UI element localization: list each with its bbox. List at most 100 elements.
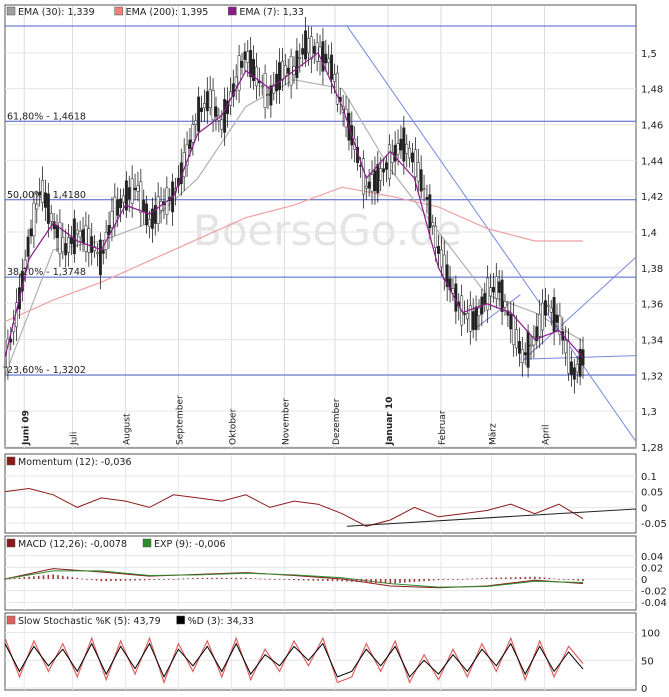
candle-body	[72, 218, 76, 255]
indicator-tick-label: 0	[641, 684, 647, 695]
candle-body	[570, 361, 573, 375]
macd-histogram-bar	[384, 579, 387, 584]
candle-body	[289, 56, 293, 86]
legend-entry: Momentum (12): -0,036	[18, 457, 132, 468]
candle-body	[575, 364, 579, 373]
macd-histogram-bar	[245, 577, 247, 579]
candle-body	[309, 36, 313, 60]
month-label: Februar	[438, 410, 448, 445]
macd-histogram-bar	[418, 579, 421, 582]
candle-body	[405, 143, 409, 154]
macd-histogram-bar	[529, 576, 531, 579]
indicator-tick-label: 0.05	[641, 488, 663, 499]
candle-body	[136, 185, 140, 192]
candle-body	[497, 281, 501, 293]
macd-histogram-bar	[269, 579, 271, 580]
candle-body	[130, 178, 134, 204]
month-label: Juli	[69, 432, 79, 446]
candle-body	[87, 228, 91, 253]
watermark: BoerseGo.de	[193, 206, 462, 255]
price-tick-label: 1,3	[641, 407, 657, 418]
candle-body	[581, 349, 585, 366]
macd-histogram-bar	[13, 578, 16, 579]
candle-body	[364, 185, 368, 189]
candle-body	[133, 187, 137, 191]
candle-body	[572, 367, 576, 380]
candle-body	[246, 51, 250, 63]
candle-body	[142, 200, 146, 212]
candle-body	[269, 85, 273, 106]
legend-swatch	[6, 615, 16, 625]
candle-body	[49, 213, 53, 222]
candle-body	[46, 193, 50, 224]
candle-body	[442, 254, 446, 280]
month-label: Oktober	[228, 408, 238, 445]
candle-body	[552, 297, 556, 332]
macd-histogram-bar	[288, 579, 290, 580]
macd-histogram-bar	[351, 579, 353, 582]
price-tick-label: 1,46	[641, 121, 663, 132]
macd-histogram-bar	[196, 577, 199, 579]
candle-body	[307, 38, 310, 54]
macd-histogram-bar	[336, 579, 339, 582]
macd-histogram-bar	[365, 579, 368, 583]
macd-histogram-bar	[553, 578, 555, 580]
candle-body	[445, 264, 449, 288]
macd-histogram-bar	[428, 579, 430, 581]
macd-histogram-bar	[558, 578, 560, 580]
candle-body	[503, 301, 507, 308]
candle-body	[541, 302, 545, 331]
candle-body	[35, 203, 39, 210]
indicator-tick-label: 0	[641, 503, 647, 514]
candle-body	[367, 181, 371, 189]
candle-body	[500, 279, 504, 312]
macd-histogram-bar	[110, 579, 112, 582]
price-tick-label: 1,5	[641, 49, 657, 60]
candle-body	[515, 329, 518, 349]
macd-histogram-bar	[370, 579, 372, 583]
candle-body	[200, 107, 203, 112]
macd-histogram-bar	[90, 579, 93, 580]
candle-body	[333, 74, 336, 82]
candle-body	[252, 59, 255, 82]
candle-body	[150, 208, 154, 229]
candle-body	[110, 211, 114, 228]
macd-histogram-bar	[423, 579, 425, 582]
macd-histogram-bar	[201, 577, 204, 579]
candle-body	[538, 313, 542, 337]
macd-histogram-bar	[66, 576, 69, 579]
macd-histogram-bar	[76, 577, 79, 579]
candle-body	[44, 192, 47, 208]
macd-histogram-bar	[283, 579, 286, 580]
candle-body	[549, 307, 553, 313]
candle-body	[509, 313, 513, 330]
macd-histogram-bar	[158, 579, 160, 580]
fib-label: 38,20% - 1,3748	[7, 267, 86, 278]
candle-body	[205, 91, 209, 112]
indicator-tick-label: 100	[641, 629, 660, 640]
candle-body	[376, 164, 380, 194]
price-tick-label: 1,36	[641, 300, 663, 311]
macd-histogram-bar	[538, 577, 541, 579]
candle-body	[535, 326, 539, 342]
macd-histogram-bar	[567, 579, 570, 580]
macd-histogram-bar	[192, 578, 194, 579]
macd-histogram-bar	[375, 579, 377, 583]
price-tick-label: 1,38	[641, 264, 663, 275]
candle-body	[532, 336, 536, 346]
candle-body	[81, 229, 85, 244]
macd-histogram-bar	[534, 576, 536, 579]
indicator-line-0	[4, 636, 584, 685]
candle-body	[439, 249, 443, 268]
macd-histogram-bar	[293, 579, 295, 581]
candle-body	[301, 48, 305, 55]
candle-body	[101, 249, 105, 254]
candle-body	[468, 305, 472, 332]
macd-histogram-bar	[163, 579, 165, 580]
candle-body	[382, 168, 386, 173]
candle-body	[61, 236, 65, 253]
macd-histogram-bar	[143, 579, 146, 581]
macd-histogram-bar	[582, 579, 584, 582]
candle-body	[512, 315, 516, 346]
macd-histogram-bar	[452, 579, 454, 580]
